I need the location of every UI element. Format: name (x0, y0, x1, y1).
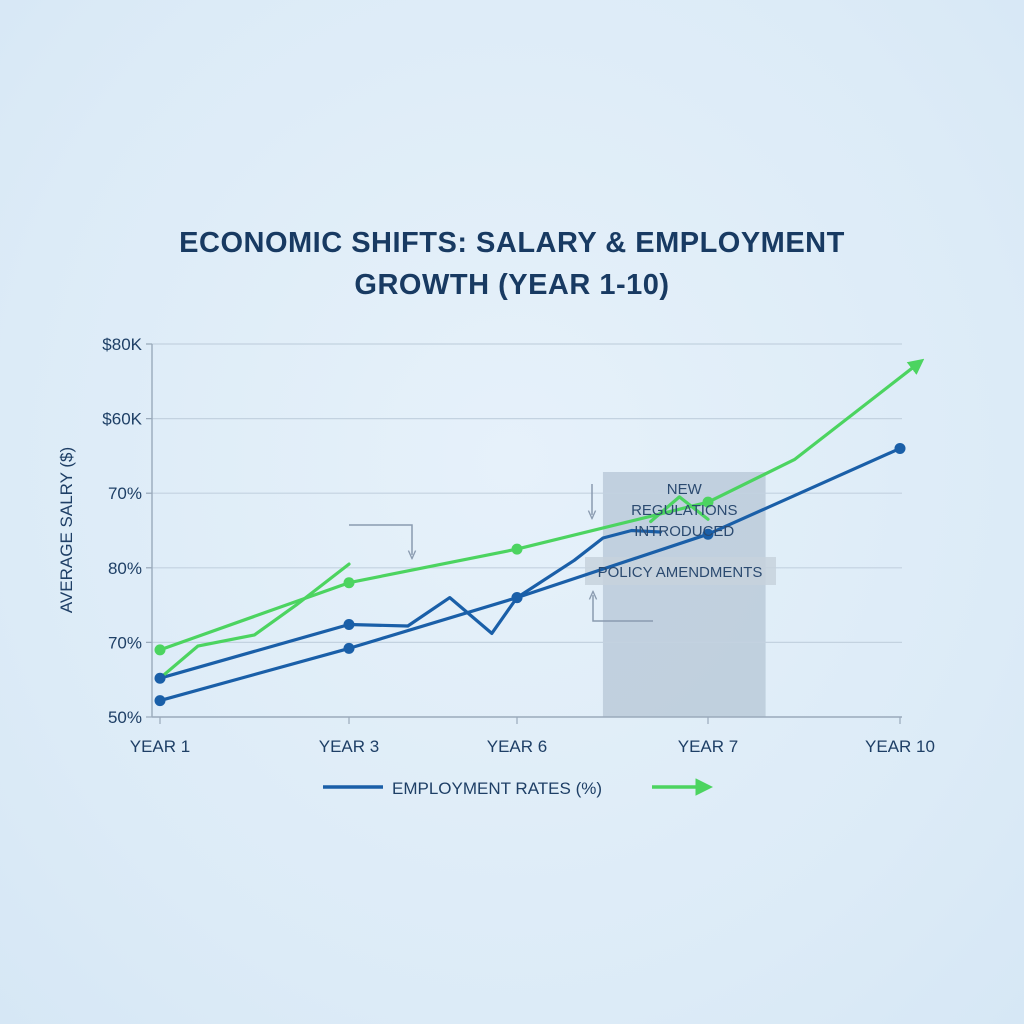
data-point-employment_trend (702, 496, 714, 508)
y-tick-label: 50% (108, 708, 142, 727)
annotation-new-regulations-line: NEW (667, 481, 703, 498)
annotation-policy-amendments: POLICY AMENDMENTS (598, 564, 763, 581)
series-line-employment_trend (158, 358, 925, 652)
chart-title: ECONOMIC SHIFTS: SALARY & EMPLOYMENT GRO… (112, 222, 912, 306)
data-point-salary_trend (343, 642, 355, 654)
y-tick-label: 80% (108, 559, 142, 578)
annotation-policy-amendments-box (585, 557, 776, 585)
chart-title-line-2: GROWTH (YEAR 1-10) (354, 269, 670, 301)
data-point-employment_trend (154, 644, 166, 656)
y-tick-label: 70% (108, 633, 142, 652)
series-line-salary_trend (158, 446, 902, 703)
y-tick-label: $80K (102, 335, 142, 354)
data-point-salary_trend (894, 442, 906, 454)
y-axis-title: AVERAGE SALRY ($) (57, 447, 76, 613)
chart-title-line-1: ECONOMIC SHIFTS: SALARY & EMPLOYMENT (179, 227, 845, 259)
series-line-employment_spike (649, 495, 710, 524)
x-tick-label: YEAR 1 (130, 737, 190, 756)
data-point-salary_trend (702, 528, 714, 540)
annotation-new-regulations-line: REGULATIONS (631, 502, 737, 519)
y-tick-label: $60K (102, 410, 142, 429)
y-tick-label: 70% (108, 484, 142, 503)
data-point-salary_jagged (343, 618, 355, 630)
annotation-new-regulations-line: INTRODUCED (634, 523, 734, 540)
series-line-salary_jagged (158, 528, 662, 680)
data-point-salary_jagged (154, 672, 166, 684)
x-tick-label: YEAR 7 (678, 737, 738, 756)
x-tick-label: YEAR 3 (319, 737, 379, 756)
series-line-employment_jagged (158, 562, 351, 680)
x-tick-label: YEAR 6 (487, 737, 547, 756)
data-point-employment_trend (343, 577, 355, 589)
data-point-salary_jagged (511, 592, 523, 604)
data-point-salary_trend (154, 695, 166, 707)
pointer-arrow-icon (593, 595, 653, 622)
pointer-arrow-icon (349, 524, 412, 555)
shaded-region-new-regulations (602, 472, 766, 717)
data-point-employment_trend (511, 543, 523, 555)
legend-label: EMPLOYMENT RATES (%) (392, 779, 602, 798)
x-tick-label: YEAR 10 (865, 737, 935, 756)
